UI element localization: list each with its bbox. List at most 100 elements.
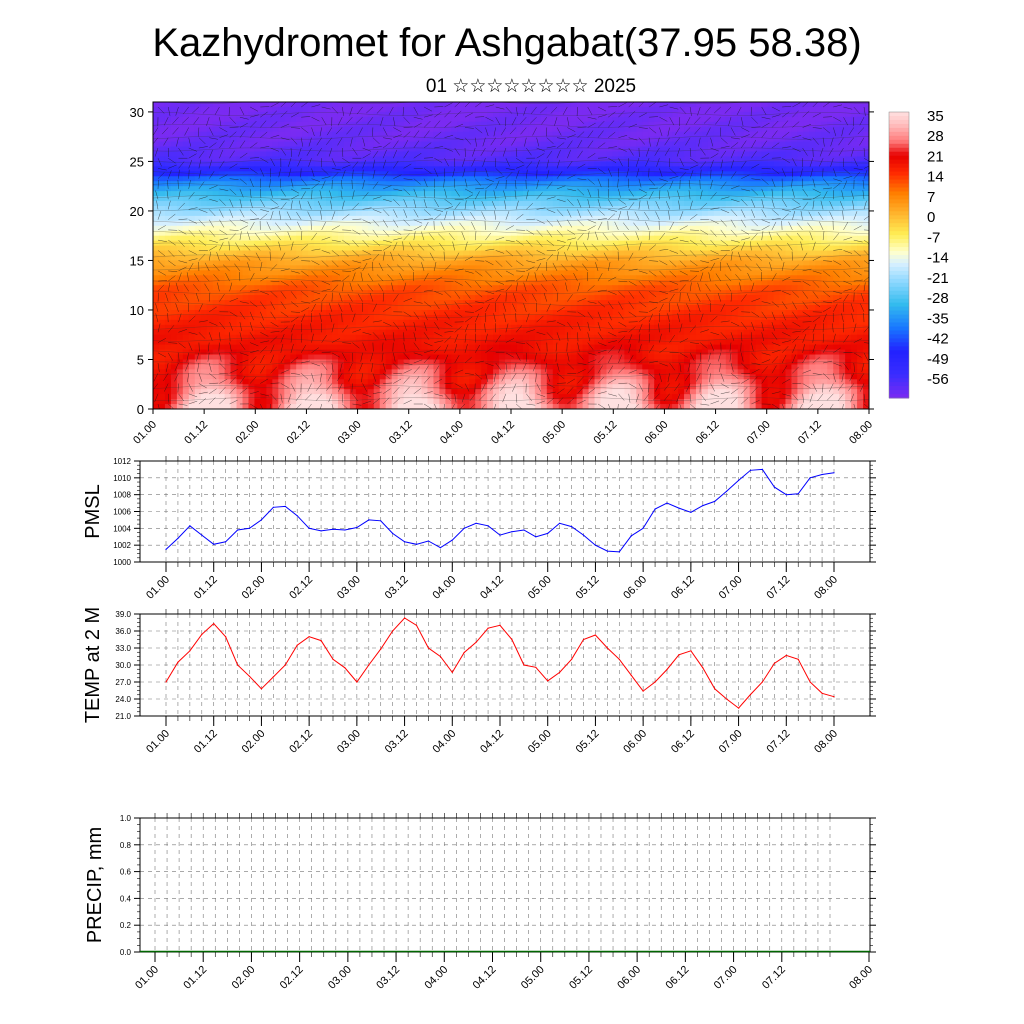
heatmap-cell [457,225,464,232]
heatmap-cell [266,181,273,187]
heatmap-cell [576,300,584,306]
heatmap-cell [666,285,673,291]
heatmap-cell [206,102,214,108]
heatmap-cell [326,186,333,192]
heatmap-cell [200,161,208,167]
heatmap-cell [678,265,685,271]
heatmap-cell [499,116,506,123]
heatmap-cell [212,166,220,172]
heatmap-cell [576,171,584,177]
heatmap-cell [499,220,506,227]
heatmap-cell [409,151,417,158]
heatmap-cell [200,270,208,276]
heatmap-cell [540,265,548,271]
heatmap-cell [725,235,733,242]
heatmap-cell [266,280,273,286]
heatmap-cell [332,111,339,118]
heatmap-cell [343,255,351,262]
heatmap-cell [707,106,715,113]
heatmap-cell [588,260,596,266]
heatmap-cell [558,265,566,271]
heatmap-cell [332,235,339,242]
heatmap-cell [236,215,244,222]
heatmap-cell [660,270,667,276]
heatmap-cell [678,196,685,202]
heatmap-cell [176,270,184,276]
heatmap-cell [690,126,697,133]
heatmap-cell [552,106,560,113]
heatmap-cell [654,191,661,197]
heatmap-cell [779,255,787,262]
heatmap-cell [212,196,220,202]
heatmap-cell [487,240,494,247]
heatmap-cell [731,260,739,266]
heatmap-cell [487,121,494,128]
heatmap-cell [511,106,518,113]
heatmap-cell [254,210,261,217]
heatmap-cell [367,141,375,148]
heatmap-cell [528,111,536,118]
heatmap-cell [421,131,429,138]
heatmap-cell [690,295,697,301]
heatmap-cell [695,215,703,222]
heatmap-cell [516,295,524,301]
heatmap-cell [355,136,363,143]
heatmap-cell [833,176,840,182]
heatmap-cell [260,215,267,222]
heatmap-cell [224,250,232,257]
heatmap-cell [349,255,357,262]
heatmap-cell [863,205,869,212]
heatmap-cell [487,210,494,217]
heatmap-cell [851,191,858,197]
heatmap-cell [361,250,369,257]
heatmap-cell [266,260,273,266]
heatmap-cell [403,196,411,202]
heatmap-cell [540,176,548,182]
heatmap-cell [684,295,691,301]
heatmap-cell [749,191,757,197]
heatmap-cell [415,102,423,108]
heatmap-cell [176,191,184,197]
heatmap-cell [713,290,721,296]
heatmap-cell [749,215,757,222]
heatmap-cell [707,225,715,232]
heatmap-cell [415,205,423,212]
heatmap-cell [403,186,411,192]
heatmap-cell [827,111,834,118]
heatmap-cell [248,250,256,257]
heatmap-cell [469,280,476,286]
heatmap-cell [582,235,590,242]
heatmap-cell [779,201,787,207]
heatmap-cell [749,186,757,192]
heatmap-cell [308,280,315,286]
heatmap-cell [355,255,363,262]
heatmap-cell [642,151,649,158]
heatmap-cell [236,255,244,262]
heatmap-cell [379,205,387,212]
heatmap-cell [528,191,536,197]
heatmap-cell [409,210,417,217]
heatmap-cell [630,260,637,266]
heatmap-cell [451,131,458,138]
heatmap-cell [409,136,417,143]
heatmap-cell [415,270,423,276]
heatmap-cell [827,235,834,242]
heatmap-cell [666,290,673,296]
heatmap-cell [552,136,560,143]
heatmap-cell [421,141,429,148]
heatmap-cell [600,131,608,138]
heatmap-cell [552,260,560,266]
heatmap-cell [481,161,488,167]
heatmap-cell [749,300,757,306]
heatmap-cell [863,240,869,247]
heatmap-cell [373,225,381,232]
heatmap-cell [445,250,452,257]
heatmap-cell [361,290,369,296]
heatmap-cell [684,141,691,148]
heatmap-cell [236,111,244,118]
heatmap-cell [451,240,458,247]
heatmap-cell [314,186,321,192]
heatmap-cell [158,225,166,232]
heatmap-cell [349,201,357,207]
